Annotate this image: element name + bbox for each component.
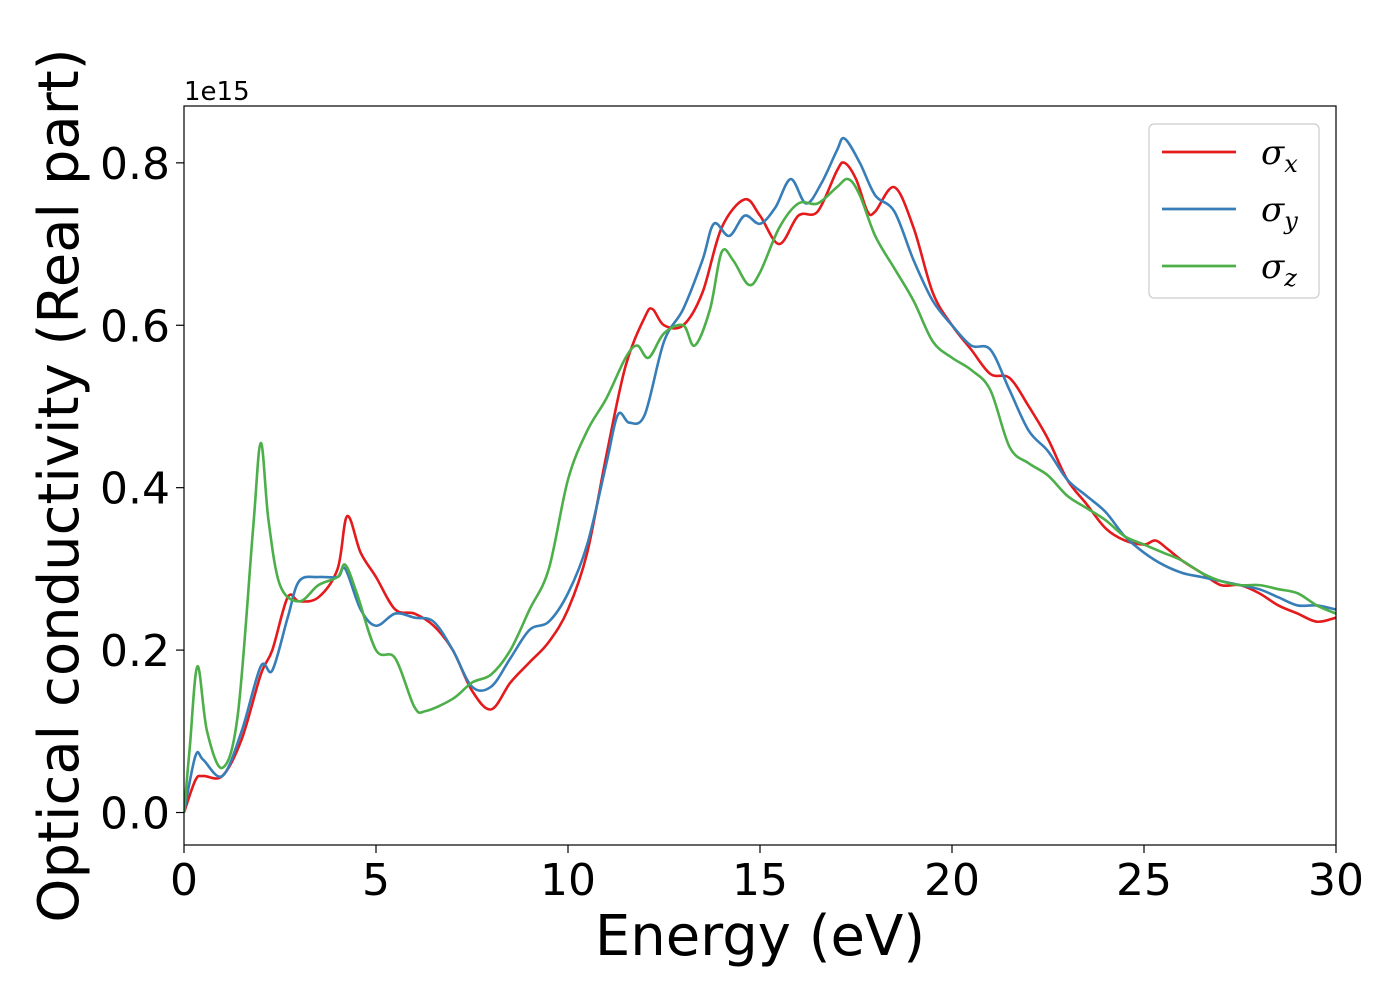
- x-axis-label: Energy (eV): [595, 904, 925, 969]
- legend-label: σy: [1261, 190, 1298, 235]
- x-tick-label: 10: [540, 855, 596, 906]
- y-tick-label: 0.6: [100, 301, 170, 352]
- y-axis-ticks: 0.0 0.2 0.4 0.6 0.8: [100, 139, 184, 840]
- legend-box: [1148, 123, 1320, 299]
- y-axis-offset-label: 1e15: [184, 77, 250, 107]
- x-tick-label: 0: [170, 855, 198, 906]
- y-tick-label: 0.4: [100, 464, 170, 515]
- y-axis-label: Optical conductivity (Real part): [27, 48, 92, 922]
- x-tick-label: 30: [1308, 855, 1364, 906]
- y-tick-label: 0.2: [100, 626, 170, 677]
- y-tick-label: 0.8: [100, 139, 170, 190]
- y-tick-label: 0.0: [100, 789, 170, 840]
- series-line-z: [184, 177, 1336, 813]
- x-tick-label: 5: [362, 855, 390, 906]
- x-tick-label: 25: [1116, 855, 1172, 906]
- x-tick-label: 20: [924, 855, 980, 906]
- x-axis-ticks: 0 5 10 15 20 25 30: [170, 845, 1364, 906]
- series-lines: [184, 136, 1336, 813]
- x-tick-label: 15: [732, 855, 788, 906]
- legend-label: σx: [1261, 133, 1298, 178]
